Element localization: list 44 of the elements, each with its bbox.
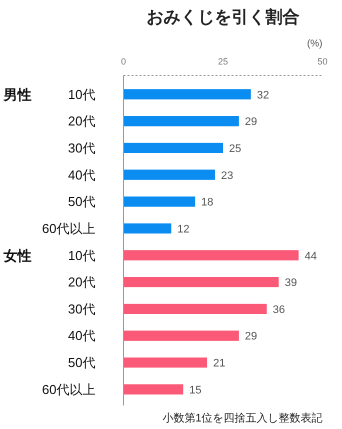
text: 小数第1位を四捨五入し整数表記	[162, 412, 323, 424]
bar	[124, 89, 251, 100]
chart-title: おみくじを引く割合	[146, 8, 300, 26]
y-tick-label: 20代	[68, 274, 96, 290]
data-label: 25	[229, 142, 242, 155]
bar	[124, 250, 299, 260]
bar	[124, 330, 239, 341]
x-axis-title: (%)	[306, 38, 323, 50]
data-label: 15	[189, 384, 202, 396]
bar	[124, 357, 208, 368]
bar	[124, 223, 172, 234]
y-tick-label: 10代	[68, 86, 96, 102]
bar	[124, 116, 239, 126]
data-label: 44	[304, 250, 317, 262]
bar	[124, 304, 267, 314]
y-tick-label: 50代	[68, 194, 96, 210]
data-label: 18	[201, 196, 214, 209]
x-tick-label: 0	[120, 56, 126, 66]
bar	[124, 196, 196, 207]
y-tick-label: 30代	[68, 140, 96, 156]
x-tick-label: 50	[317, 56, 328, 66]
y-tick-label: 40代	[68, 328, 96, 344]
data-label: 29	[244, 330, 258, 343]
y-tick-label: 50代	[68, 355, 96, 370]
data-label: 36	[272, 304, 286, 316]
y-tick-label: 60代以上	[42, 382, 96, 397]
data-label: 39	[284, 277, 297, 290]
data-label: 21	[213, 358, 226, 370]
data-label: 12	[177, 223, 190, 236]
text: 男性	[2, 86, 32, 102]
text: 女性	[2, 247, 32, 264]
bar	[124, 170, 216, 180]
data-label: 29	[244, 116, 258, 128]
y-tick-label: 20代	[68, 114, 96, 129]
data-label: 23	[221, 170, 234, 182]
bar	[124, 276, 279, 288]
y-tick-label: 40代	[68, 167, 96, 182]
bar	[124, 384, 184, 394]
y-tick-label: 60代以上	[42, 220, 96, 236]
x-tick-label: 25	[218, 56, 228, 66]
y-tick-label: 30代	[68, 301, 96, 316]
data-label: 32	[256, 89, 270, 102]
y-tick-label: 10代	[68, 248, 96, 263]
bar	[124, 142, 223, 154]
